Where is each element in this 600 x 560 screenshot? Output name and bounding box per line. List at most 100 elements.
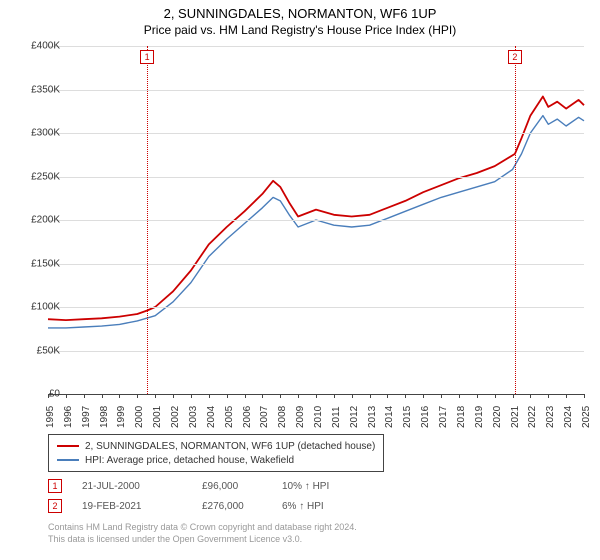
transaction-row: 2 19-FEB-2021 £276,000 6% ↑ HPI: [48, 496, 402, 516]
grid-line: [48, 133, 584, 134]
x-tick: [566, 394, 567, 398]
legend-label: HPI: Average price, detached house, Wake…: [85, 455, 294, 466]
transaction-price: £276,000: [202, 501, 282, 512]
attribution-line: This data is licensed under the Open Gov…: [48, 534, 357, 546]
transaction-table: 1 21-JUL-2000 £96,000 10% ↑ HPI 2 19-FEB…: [48, 476, 402, 516]
x-axis-label: 2019: [474, 406, 485, 428]
y-axis-label: £350K: [31, 84, 60, 95]
plot-area: 1995199619971998199920002001200220032004…: [48, 46, 584, 395]
x-axis-label: 2001: [152, 406, 163, 428]
transaction-hpi: 10% ↑ HPI: [282, 481, 402, 492]
y-axis-label: £0: [49, 389, 60, 400]
x-tick: [137, 394, 138, 398]
legend-item: HPI: Average price, detached house, Wake…: [57, 453, 375, 467]
x-axis-label: 2023: [545, 406, 556, 428]
x-tick: [316, 394, 317, 398]
chart-subtitle: Price paid vs. HM Land Registry's House …: [0, 23, 600, 37]
x-tick: [548, 394, 549, 398]
x-tick: [262, 394, 263, 398]
x-axis-label: 1995: [45, 406, 56, 428]
x-tick: [477, 394, 478, 398]
legend-swatch: [57, 445, 79, 447]
x-tick: [102, 394, 103, 398]
x-tick: [298, 394, 299, 398]
x-tick: [495, 394, 496, 398]
y-axis-label: £300K: [31, 128, 60, 139]
x-tick: [191, 394, 192, 398]
marker-badge: 2: [508, 50, 522, 64]
transaction-hpi: 6% ↑ HPI: [282, 501, 402, 512]
x-tick: [405, 394, 406, 398]
legend-label: 2, SUNNINGDALES, NORMANTON, WF6 1UP (det…: [85, 441, 375, 452]
grid-line: [48, 351, 584, 352]
x-tick: [227, 394, 228, 398]
marker-badge: 1: [48, 479, 62, 493]
x-tick: [352, 394, 353, 398]
x-tick: [119, 394, 120, 398]
x-axis-label: 2004: [206, 406, 217, 428]
marker-badge: 1: [140, 50, 154, 64]
x-axis-label: 2016: [420, 406, 431, 428]
x-axis-label: 2005: [224, 406, 235, 428]
x-axis-label: 2008: [277, 406, 288, 428]
x-axis-label: 2011: [331, 406, 342, 428]
series-line: [48, 97, 584, 321]
x-axis-label: 2000: [134, 406, 145, 428]
x-axis-label: 2009: [295, 406, 306, 428]
grid-line: [48, 90, 584, 91]
x-tick: [245, 394, 246, 398]
x-axis-label: 2014: [384, 406, 395, 428]
x-axis-label: 2003: [188, 406, 199, 428]
x-tick: [155, 394, 156, 398]
x-tick: [441, 394, 442, 398]
x-tick: [280, 394, 281, 398]
transaction-date: 21-JUL-2000: [82, 481, 202, 492]
y-axis-label: £400K: [31, 41, 60, 52]
grid-line: [48, 177, 584, 178]
x-axis-label: 2006: [242, 406, 253, 428]
x-axis-label: 2013: [367, 406, 378, 428]
grid-line: [48, 307, 584, 308]
x-tick: [334, 394, 335, 398]
x-tick: [370, 394, 371, 398]
legend: 2, SUNNINGDALES, NORMANTON, WF6 1UP (det…: [48, 434, 384, 472]
x-axis-label: 1999: [116, 406, 127, 428]
x-axis-label: 1997: [81, 406, 92, 428]
transaction-row: 1 21-JUL-2000 £96,000 10% ↑ HPI: [48, 476, 402, 496]
marker-line: [147, 46, 148, 394]
legend-swatch: [57, 459, 79, 461]
x-axis-label: 2025: [581, 406, 592, 428]
x-tick: [584, 394, 585, 398]
y-axis-label: £200K: [31, 215, 60, 226]
x-tick: [209, 394, 210, 398]
x-axis-label: 2022: [527, 406, 538, 428]
marker-badge: 2: [48, 499, 62, 513]
y-axis-label: £150K: [31, 258, 60, 269]
x-axis-label: 2002: [170, 406, 181, 428]
attribution-line: Contains HM Land Registry data © Crown c…: [48, 522, 357, 534]
transaction-price: £96,000: [202, 481, 282, 492]
y-axis-label: £250K: [31, 171, 60, 182]
series-line: [48, 116, 584, 328]
x-axis-label: 2007: [259, 406, 270, 428]
x-axis-label: 1998: [99, 406, 110, 428]
y-axis-label: £50K: [37, 345, 60, 356]
grid-line: [48, 46, 584, 47]
legend-item: 2, SUNNINGDALES, NORMANTON, WF6 1UP (det…: [57, 439, 375, 453]
x-tick: [459, 394, 460, 398]
x-tick: [423, 394, 424, 398]
x-tick: [84, 394, 85, 398]
x-tick: [513, 394, 514, 398]
attribution: Contains HM Land Registry data © Crown c…: [48, 522, 357, 545]
title-block: 2, SUNNINGDALES, NORMANTON, WF6 1UP Pric…: [0, 0, 600, 37]
x-tick: [66, 394, 67, 398]
x-tick: [387, 394, 388, 398]
x-axis-label: 1996: [63, 406, 74, 428]
chart-container: 2, SUNNINGDALES, NORMANTON, WF6 1UP Pric…: [0, 0, 600, 560]
chart-title: 2, SUNNINGDALES, NORMANTON, WF6 1UP: [0, 6, 600, 21]
x-axis-label: 2010: [313, 406, 324, 428]
marker-line: [515, 46, 516, 394]
x-tick: [530, 394, 531, 398]
grid-line: [48, 264, 584, 265]
x-axis-label: 2018: [456, 406, 467, 428]
